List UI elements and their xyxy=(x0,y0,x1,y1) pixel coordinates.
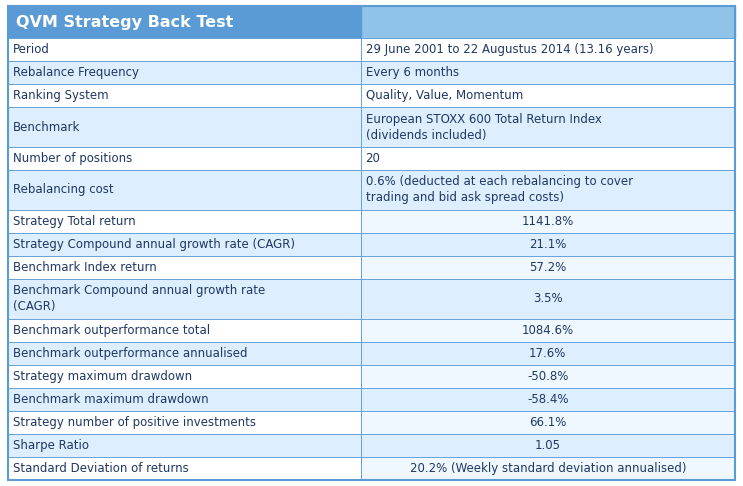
Bar xyxy=(360,457,735,480)
Text: Benchmark Compound annual growth rate
(CAGR): Benchmark Compound annual growth rate (C… xyxy=(13,284,265,313)
Bar xyxy=(8,388,360,411)
Text: Benchmark maximum drawdown: Benchmark maximum drawdown xyxy=(13,393,209,406)
Text: 21.1%: 21.1% xyxy=(529,238,566,251)
Bar xyxy=(360,170,735,210)
Text: Rebalancing cost: Rebalancing cost xyxy=(13,183,114,196)
Bar xyxy=(8,61,360,84)
Bar xyxy=(360,434,735,457)
Bar xyxy=(360,279,735,319)
Text: 20: 20 xyxy=(366,152,380,165)
Text: 20.2% (Weekly standard deviation annualised): 20.2% (Weekly standard deviation annuali… xyxy=(409,462,686,475)
Bar xyxy=(8,107,360,147)
Text: Benchmark outperformance total: Benchmark outperformance total xyxy=(13,324,210,337)
Text: QVM Strategy Back Test: QVM Strategy Back Test xyxy=(16,15,233,30)
Text: Period: Period xyxy=(13,43,50,56)
Text: 1.05: 1.05 xyxy=(535,439,561,452)
Bar xyxy=(360,411,735,434)
Text: Rebalance Frequency: Rebalance Frequency xyxy=(13,66,139,79)
Text: Strategy number of positive investments: Strategy number of positive investments xyxy=(13,416,256,429)
Text: 57.2%: 57.2% xyxy=(529,261,566,274)
Bar xyxy=(8,84,360,107)
Text: Every 6 months: Every 6 months xyxy=(366,66,458,79)
Bar xyxy=(8,233,360,256)
Bar xyxy=(8,319,360,342)
Text: Standard Deviation of returns: Standard Deviation of returns xyxy=(13,462,189,475)
Bar xyxy=(8,434,360,457)
Bar xyxy=(360,38,735,61)
Text: 1141.8%: 1141.8% xyxy=(522,215,574,228)
Text: Ranking System: Ranking System xyxy=(13,89,108,102)
Text: 66.1%: 66.1% xyxy=(529,416,566,429)
Bar xyxy=(360,107,735,147)
Text: Benchmark outperformance annualised: Benchmark outperformance annualised xyxy=(13,347,247,360)
Bar xyxy=(360,256,735,279)
Bar xyxy=(360,6,735,38)
Bar xyxy=(8,411,360,434)
Bar xyxy=(8,457,360,480)
Text: European STOXX 600 Total Return Index
(dividends included): European STOXX 600 Total Return Index (d… xyxy=(366,113,602,141)
Bar xyxy=(360,342,735,365)
Text: Strategy Compound annual growth rate (CAGR): Strategy Compound annual growth rate (CA… xyxy=(13,238,295,251)
Bar xyxy=(8,6,735,38)
Text: 17.6%: 17.6% xyxy=(529,347,566,360)
Text: Benchmark Index return: Benchmark Index return xyxy=(13,261,157,274)
Text: -58.4%: -58.4% xyxy=(527,393,568,406)
Text: Strategy Total return: Strategy Total return xyxy=(13,215,136,228)
Text: 0.6% (deducted at each rebalancing to cover
trading and bid ask spread costs): 0.6% (deducted at each rebalancing to co… xyxy=(366,175,633,205)
Text: Benchmark: Benchmark xyxy=(13,121,80,134)
Bar xyxy=(360,319,735,342)
Text: 1084.6%: 1084.6% xyxy=(522,324,574,337)
Text: Number of positions: Number of positions xyxy=(13,152,132,165)
Bar xyxy=(360,210,735,233)
Bar xyxy=(8,170,360,210)
Bar xyxy=(360,388,735,411)
Text: Strategy maximum drawdown: Strategy maximum drawdown xyxy=(13,370,192,383)
Bar xyxy=(360,84,735,107)
Bar xyxy=(8,210,360,233)
Bar xyxy=(360,233,735,256)
Text: Sharpe Ratio: Sharpe Ratio xyxy=(13,439,89,452)
Bar xyxy=(8,342,360,365)
Text: 29 June 2001 to 22 Augustus 2014 (13.16 years): 29 June 2001 to 22 Augustus 2014 (13.16 … xyxy=(366,43,653,56)
Text: Quality, Value, Momentum: Quality, Value, Momentum xyxy=(366,89,523,102)
Bar xyxy=(8,256,360,279)
Bar xyxy=(360,365,735,388)
Bar xyxy=(8,38,360,61)
Text: 3.5%: 3.5% xyxy=(533,292,562,305)
Bar xyxy=(8,279,360,319)
Bar xyxy=(8,365,360,388)
Bar xyxy=(8,147,360,170)
Text: -50.8%: -50.8% xyxy=(527,370,568,383)
Bar xyxy=(360,147,735,170)
Bar xyxy=(360,61,735,84)
